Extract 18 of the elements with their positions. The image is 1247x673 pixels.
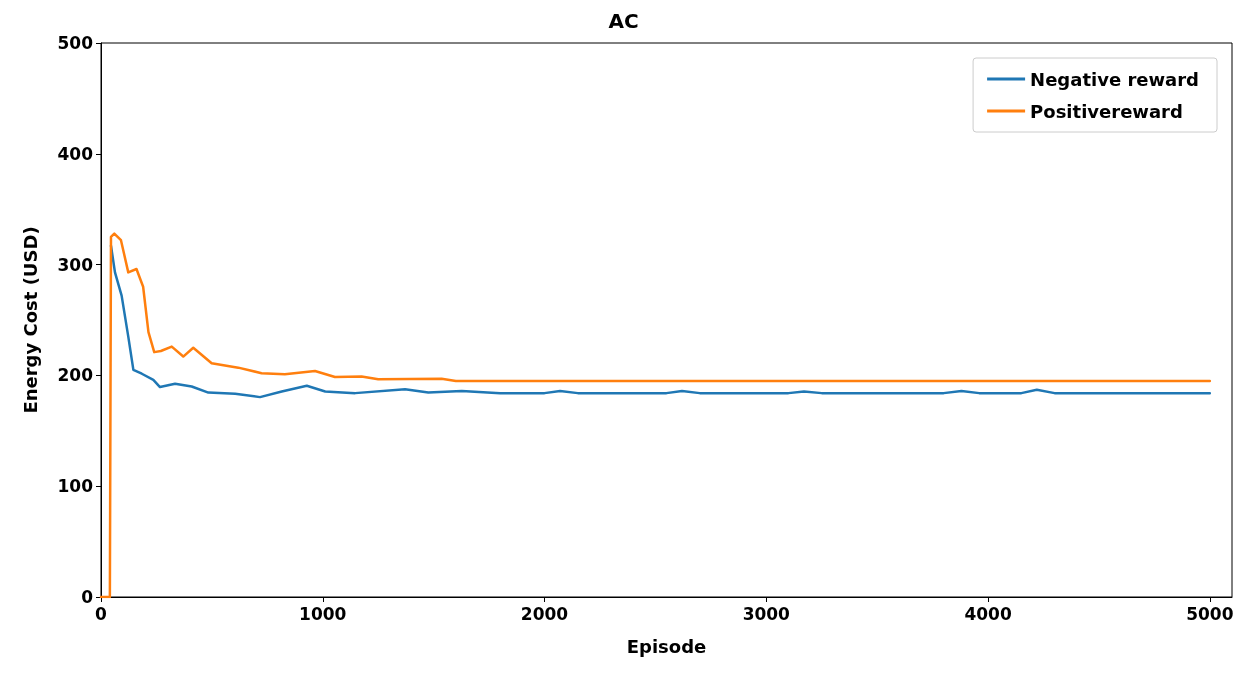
x-tick-label: 5000: [1186, 603, 1234, 624]
y-tick-label: 300: [57, 254, 94, 275]
y-tick-label: 200: [57, 365, 94, 386]
chart-title: AC: [608, 9, 639, 33]
legend-label: Negative reward: [1030, 68, 1200, 90]
y-tick-label: 500: [57, 33, 94, 53]
x-tick-label: 0: [95, 603, 108, 624]
y-axis-title: Energy Cost (USD): [19, 226, 41, 414]
legend-label: Positivereward: [1030, 100, 1183, 122]
x-axis-title: Episode: [626, 635, 707, 657]
y-tick-label: 100: [57, 476, 94, 497]
line-series: [99, 232, 1212, 599]
x-tick-label: 4000: [964, 603, 1012, 624]
x-tick-label: 2000: [520, 603, 569, 624]
y-tick-label: 400: [57, 143, 94, 164]
y-tick-label: 0: [81, 587, 94, 607]
x-tick-label: 3000: [742, 603, 791, 624]
x-tick-label: 1000: [299, 603, 347, 624]
